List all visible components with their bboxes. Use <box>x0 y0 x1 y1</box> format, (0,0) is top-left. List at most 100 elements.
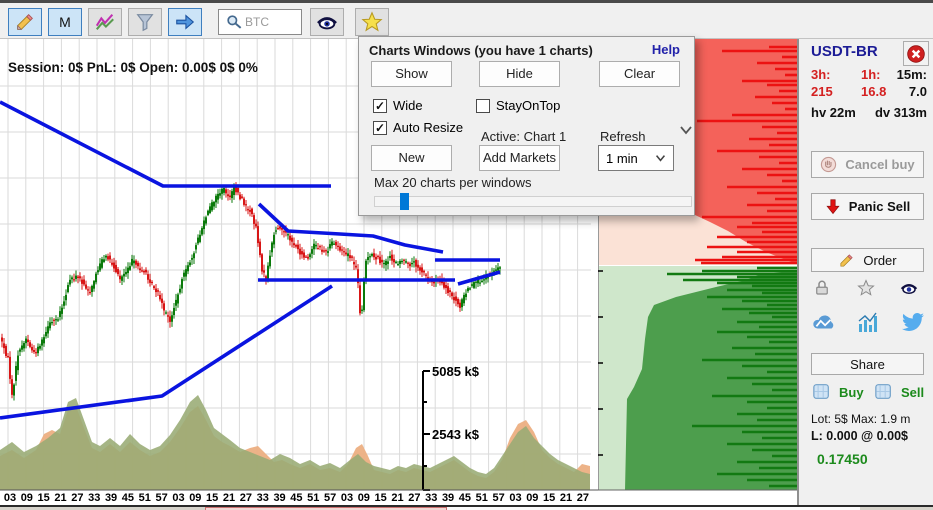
market-panel: USDT-BR 3h: 1h: 15m: 215 16.8 7.0 hv 22m… <box>797 39 933 505</box>
svg-text:15: 15 <box>38 492 50 504</box>
svg-text:21: 21 <box>560 492 572 504</box>
max-charts-slider[interactable] <box>374 196 692 207</box>
wide-checkbox[interactable]: ✓ Wide <box>373 98 423 113</box>
filter-icon <box>136 14 154 32</box>
search-input[interactable] <box>245 15 297 29</box>
refresh-interval-select[interactable]: 1 min <box>598 145 674 171</box>
close-panel-button[interactable] <box>903 41 929 66</box>
twitter-icon[interactable] <box>901 311 925 338</box>
autoresize-checkbox-box[interactable]: ✓ <box>373 120 387 135</box>
pencil-icon <box>840 253 854 267</box>
svg-text:39: 39 <box>105 492 117 504</box>
favorites-button[interactable] <box>355 8 389 36</box>
bottom-sliver-segment <box>447 507 860 510</box>
svg-text:09: 09 <box>189 492 201 504</box>
m-button[interactable]: M <box>48 8 82 36</box>
svg-text:39: 39 <box>273 492 285 504</box>
stat-3h-value: 215 <box>811 84 833 99</box>
eye-icon <box>317 17 337 30</box>
svg-text:57: 57 <box>156 492 168 504</box>
svg-text:21: 21 <box>391 492 403 504</box>
svg-text:09: 09 <box>21 492 33 504</box>
svg-text:57: 57 <box>324 492 336 504</box>
position-info: L: 0.000 @ 0.00$ <box>811 429 908 443</box>
wide-checkbox-label: Wide <box>393 98 423 113</box>
share-button[interactable]: Share <box>811 353 924 375</box>
help-link[interactable]: Help <box>651 42 680 57</box>
stayontop-checkbox-label: StayOnTop <box>496 98 561 113</box>
cancel-buy-button[interactable]: Cancel buy <box>811 151 924 178</box>
svg-text:33: 33 <box>425 492 437 504</box>
eye-icon[interactable] <box>899 279 919 302</box>
svg-text:51: 51 <box>139 492 151 504</box>
expander-chevron-down-icon[interactable] <box>679 125 693 135</box>
ice-cube-icon[interactable] <box>875 383 892 405</box>
session-summary: Session: 0$ PnL: 0$ Open: 0.00$ 0$ 0% <box>8 60 258 75</box>
arrow-down-red-icon <box>826 198 840 214</box>
svg-text:21: 21 <box>54 492 66 504</box>
clear-button[interactable]: Clear <box>599 61 680 87</box>
close-icon <box>907 44 925 63</box>
add-markets-button[interactable]: Add Markets <box>479 145 560 171</box>
svg-text:27: 27 <box>240 492 252 504</box>
autoresize-checkbox[interactable]: ✓ Auto Resize <box>373 120 463 135</box>
cloud-icon[interactable] <box>811 311 837 338</box>
chevron-down-icon <box>655 155 666 162</box>
filter-button[interactable] <box>128 8 162 36</box>
watch-button[interactable] <box>310 8 344 36</box>
stat-1h-value: 16.8 <box>861 84 887 99</box>
show-button[interactable]: Show <box>371 61 452 87</box>
pencil-icon <box>17 14 33 30</box>
bar-chart-icon[interactable] <box>857 311 881 338</box>
svg-text:27: 27 <box>408 492 420 504</box>
svg-text:15: 15 <box>375 492 387 504</box>
lot-info: Lot: 5$ Max: 1.9 m <box>811 412 911 426</box>
cancel-buy-label: Cancel buy <box>845 157 915 172</box>
last-price: 0.17450 <box>817 451 868 467</box>
max-charts-slider-thumb[interactable] <box>400 193 409 210</box>
panic-sell-button[interactable]: Panic Sell <box>811 193 924 220</box>
ice-cube-icon[interactable] <box>813 383 830 405</box>
draw-button[interactable] <box>8 8 42 36</box>
stayontop-checkbox[interactable]: StayOnTop <box>476 98 560 113</box>
forward-button[interactable] <box>168 8 202 36</box>
stat-3h-label: 3h: <box>811 67 831 82</box>
stat-hv: hv 22m <box>811 105 856 120</box>
lock-icon[interactable] <box>813 279 831 302</box>
svg-text:15: 15 <box>543 492 555 504</box>
svg-text:27: 27 <box>577 492 589 504</box>
bottom-sliver-segment <box>205 507 447 510</box>
favorite-star-icon[interactable] <box>857 279 875 302</box>
charts-windows-dialog: Charts Windows (you have 1 charts) Help … <box>358 36 695 216</box>
stat-15m-value: 7.0 <box>908 84 927 99</box>
svg-text:5085 k$: 5085 k$ <box>432 364 480 379</box>
svg-text:09: 09 <box>358 492 370 504</box>
search-icon <box>227 15 242 29</box>
svg-text:03: 03 <box>172 492 184 504</box>
market-search <box>218 9 302 35</box>
new-button[interactable]: New <box>371 145 452 171</box>
svg-text:51: 51 <box>307 492 319 504</box>
toolbar: M <box>0 6 933 39</box>
wide-checkbox-box[interactable]: ✓ <box>373 98 387 113</box>
hide-button[interactable]: Hide <box>479 61 560 87</box>
svg-text:51: 51 <box>476 492 488 504</box>
svg-text:2543 k$: 2543 k$ <box>432 427 480 442</box>
depth-chart <box>598 39 797 505</box>
multichart-button[interactable] <box>88 8 122 36</box>
refresh-interval-value: 1 min <box>606 150 638 166</box>
order-button[interactable]: Order <box>811 248 924 272</box>
svg-text:39: 39 <box>442 492 454 504</box>
multichart-icon <box>95 13 114 30</box>
svg-text:45: 45 <box>122 492 134 504</box>
autoresize-checkbox-label: Auto Resize <box>393 120 464 135</box>
stayontop-checkbox-box[interactable] <box>476 98 490 113</box>
buy-button[interactable]: Buy <box>839 385 864 400</box>
max-charts-note: Max 20 charts per windows <box>374 175 532 190</box>
svg-text:33: 33 <box>88 492 100 504</box>
sell-button[interactable]: Sell <box>901 385 925 400</box>
svg-text:45: 45 <box>459 492 471 504</box>
market-title: USDT-BR <box>811 43 878 60</box>
svg-text:33: 33 <box>257 492 269 504</box>
